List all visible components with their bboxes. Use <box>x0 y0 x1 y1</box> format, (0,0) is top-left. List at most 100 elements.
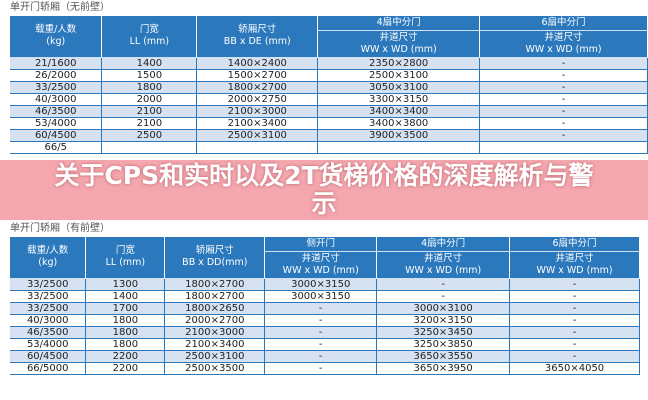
header-load: 载重/人数 (kg) <box>10 16 103 58</box>
table-cell: 66/5 <box>10 141 103 154</box>
table-cell: - <box>509 338 640 351</box>
table-cell: 2100×3000 <box>164 326 266 339</box>
table-cell: 2200 <box>85 362 166 375</box>
table-cell: 1500×2700 <box>196 69 319 82</box>
header-door-width: 门宽 LL (mm) <box>101 16 198 58</box>
table-cell: - <box>479 129 648 142</box>
header-car-size: 轿厢尺寸 BB x DE (mm) <box>196 16 319 58</box>
table-cell: 21/1600 <box>10 57 103 70</box>
table-cell: 2500×3100 <box>317 69 481 82</box>
table-cell: - <box>479 81 648 94</box>
table-row: 40/3000 1800 2000×2700-3200×3150- <box>10 314 640 327</box>
table-row: 21/1600 1400 1400×2400 2350×2800- <box>10 57 648 70</box>
table-cell: - <box>264 350 378 363</box>
table-cell: 3250×3850 <box>376 338 511 351</box>
table-cell: 2350×2800 <box>317 57 481 70</box>
table-cell: 2000×2700 <box>164 314 266 327</box>
table-cell: 40/3000 <box>10 93 103 106</box>
table-cell: - <box>509 278 640 291</box>
table-cell: 2500×3100 <box>164 350 266 363</box>
table-cell: - <box>376 290 511 303</box>
table-row: 33/2500 1800 1800×2700 3050×3100- <box>10 81 648 94</box>
table-row: 66/5 <box>10 141 648 154</box>
table1-title: 单开门轿厢（无前壁） <box>10 2 110 13</box>
table-cell: 2100 <box>101 117 198 130</box>
table-cell: 2200 <box>85 350 166 363</box>
header-4-panel: 4扇中分门 <box>317 16 481 31</box>
table-cell: - <box>264 314 378 327</box>
table-cell: 1500 <box>101 69 198 82</box>
table-cell: 2500×3500 <box>164 362 266 375</box>
table-cell: 3000×3150 <box>264 278 378 291</box>
table-row: 53/4000 2100 2100×3400 3400×3800- <box>10 117 648 130</box>
table-cell: 53/4000 <box>10 338 87 351</box>
table-cell: 1400 <box>85 290 166 303</box>
table-row: 60/4500 2200 2500×3100-3650×3550- <box>10 350 640 363</box>
table-cell: 1300 <box>85 278 166 291</box>
table-cell: 1800 <box>85 326 166 339</box>
table-cell: 2100×3000 <box>196 105 319 118</box>
header-load: 载重/人数 (kg) <box>10 237 87 279</box>
table-cell: 3400×3400 <box>317 105 481 118</box>
table2-title: 单开门轿厢（有前壁） <box>10 223 110 234</box>
table-cell: 3650×3950 <box>376 362 511 375</box>
table-cell <box>196 141 319 154</box>
table-cell: 3300×3150 <box>317 93 481 106</box>
table-with-front-wall: 载重/人数 (kg) 门宽 LL (mm) 轿厢尺寸 BB x DD(mm) 侧… <box>10 237 640 375</box>
table-row: 26/2000 1500 1500×2700 2500×3100- <box>10 69 648 82</box>
title-banner: 关于CPS和实时以及2T货梯价格的深度解析与警示 <box>0 160 648 220</box>
table-cell: 66/5000 <box>10 362 87 375</box>
table-row: 46/3500 2100 2100×3000 3400×3400- <box>10 105 648 118</box>
table-cell: 33/2500 <box>10 290 87 303</box>
table-cell: 46/3500 <box>10 326 87 339</box>
table-cell: 33/2500 <box>10 302 87 315</box>
table-cell: 60/4500 <box>10 350 87 363</box>
header-6-panel: 6扇中分门 <box>479 16 648 31</box>
table-cell: 2000 <box>101 93 198 106</box>
table-cell: 3900×3500 <box>317 129 481 142</box>
table-cell <box>479 141 648 154</box>
header-shaft-4: 井道尺寸 WW x WD (mm) <box>317 30 481 58</box>
header-car-size: 轿厢尺寸 BB x DD(mm) <box>164 237 266 279</box>
header-shaft-4: 井道尺寸 WW x WD (mm) <box>376 251 511 279</box>
table-row: 33/2500 1300 1800×2700 3000×3150- - <box>10 278 640 291</box>
table-row: 33/2500 1700 1800×2650-3000×3100- <box>10 302 640 315</box>
table-cell: 1800 <box>85 338 166 351</box>
table-cell: - <box>479 93 648 106</box>
table-cell: - <box>479 57 648 70</box>
header-6-panel: 6扇中分门 <box>509 237 640 252</box>
table-cell: 1800×2650 <box>164 302 266 315</box>
table-cell: 53/4000 <box>10 117 103 130</box>
table-cell: 1400×2400 <box>196 57 319 70</box>
header-shaft-6: 井道尺寸 WW x WD (mm) <box>479 30 648 58</box>
table-cell: 1800×2700 <box>196 81 319 94</box>
table-cell: 3050×3100 <box>317 81 481 94</box>
table-row: 33/2500 1400 1800×2700 3000×3150- - <box>10 290 640 303</box>
header-4-panel: 4扇中分门 <box>376 237 511 252</box>
table-cell: 1800×2700 <box>164 290 266 303</box>
table-no-front-wall: 载重/人数 (kg) 门宽 LL (mm) 轿厢尺寸 BB x DE (mm) … <box>10 16 648 154</box>
table-cell: - <box>509 314 640 327</box>
table-cell: 26/2000 <box>10 69 103 82</box>
table-cell: 46/3500 <box>10 105 103 118</box>
table-cell: - <box>264 302 378 315</box>
table-cell <box>317 141 481 154</box>
header-side-door: 侧开门 <box>264 237 378 252</box>
table-cell: - <box>509 290 640 303</box>
table-row: 46/3500 1800 2100×3000-3250×3450- <box>10 326 640 339</box>
table-cell: - <box>376 278 511 291</box>
table-cell: 1800×2700 <box>164 278 266 291</box>
table-cell: 40/3000 <box>10 314 87 327</box>
table-cell: - <box>479 69 648 82</box>
table-cell: - <box>479 117 648 130</box>
table-cell: 60/4500 <box>10 129 103 142</box>
table-cell: - <box>264 362 378 375</box>
table-cell: 33/2500 <box>10 81 103 94</box>
table-cell: 2500×3100 <box>196 129 319 142</box>
table-cell: 2100×3400 <box>164 338 266 351</box>
header-door-width: 门宽 LL (mm) <box>85 237 166 279</box>
table-cell: 3200×3150 <box>376 314 511 327</box>
header-shaft-6: 井道尺寸 WW x WD (mm) <box>509 251 640 279</box>
table-cell: 3650×3550 <box>376 350 511 363</box>
overlay-title: 关于CPS和实时以及2T货梯价格的深度解析与警示 <box>54 161 594 218</box>
